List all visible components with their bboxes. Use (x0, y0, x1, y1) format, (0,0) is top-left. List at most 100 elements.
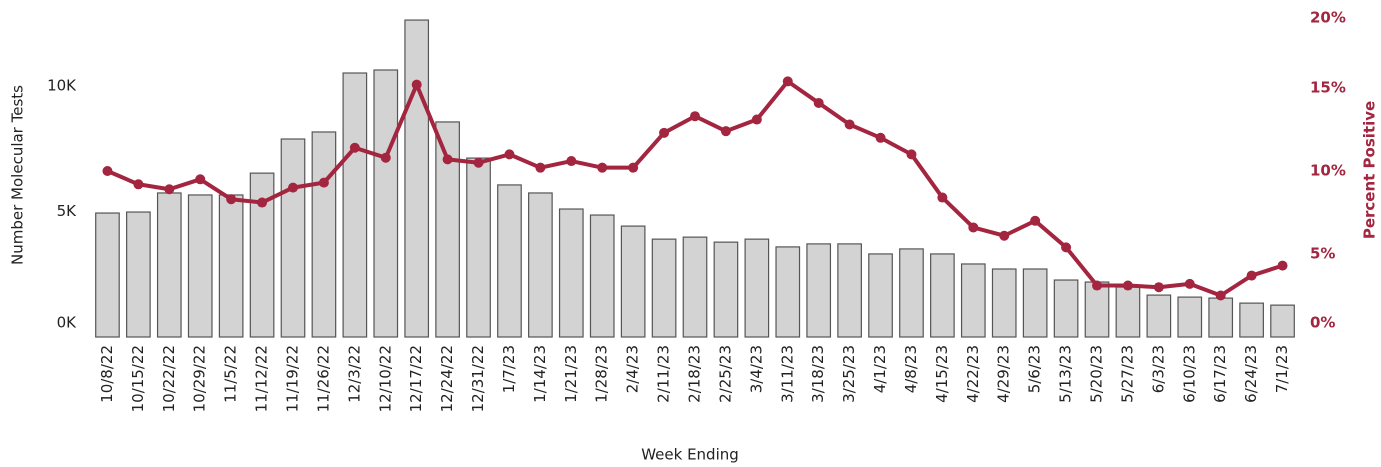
x-tick-label: 6/3/23 (1149, 345, 1167, 393)
x-tick-label: 3/18/23 (809, 345, 827, 403)
bar (1239, 302, 1264, 338)
bar (682, 236, 708, 338)
line-point (473, 157, 484, 168)
bar (528, 192, 553, 338)
line-point (813, 97, 824, 108)
x-tick-label: 10/22/22 (160, 345, 178, 412)
y-tick-label: 5K (57, 202, 78, 220)
line-point (380, 152, 391, 163)
x-tick-label: 5/13/23 (1057, 345, 1075, 403)
line-point (999, 230, 1010, 241)
line-point (257, 197, 268, 208)
x-tick-label: 4/29/23 (995, 345, 1013, 403)
bar (1022, 268, 1048, 338)
bar (187, 194, 213, 338)
x-tick-label: 1/7/23 (500, 345, 518, 393)
bar (249, 172, 275, 338)
x-tick-label: 1/21/23 (562, 345, 580, 403)
bar (775, 246, 801, 338)
x-tick-label: 5/27/23 (1118, 345, 1136, 403)
line-point (1277, 260, 1288, 271)
bar (497, 184, 522, 338)
x-tick-label: 2/11/23 (655, 345, 673, 403)
line-point (1246, 270, 1257, 281)
x-tick-label: 2/25/23 (716, 345, 734, 403)
x-tick-label: 6/10/23 (1180, 345, 1198, 403)
y2-tick-label: 10% (1310, 162, 1346, 180)
y2-tick-label: 0% (1310, 314, 1335, 332)
bar (156, 192, 182, 338)
x-tick-label: 3/25/23 (840, 345, 858, 403)
line-point (226, 194, 237, 205)
bar (744, 238, 770, 338)
bar (1146, 294, 1172, 338)
bar (960, 263, 986, 338)
line-point (1092, 280, 1102, 291)
line-point (690, 111, 700, 122)
line-point (659, 127, 670, 138)
bar (1177, 296, 1203, 338)
x-tick-label: 11/5/22 (222, 345, 240, 403)
x-tick-label: 12/10/22 (376, 345, 394, 412)
line-point (937, 192, 948, 203)
y2-axis-title: Percent Positive (1361, 101, 1379, 239)
bar (1053, 279, 1079, 338)
bar (311, 131, 337, 338)
line-point (504, 149, 515, 160)
bar (558, 208, 584, 338)
line-point (411, 79, 422, 90)
line-point (782, 76, 793, 87)
x-tick-label: 12/17/22 (407, 345, 425, 412)
x-tick-label: 10/15/22 (129, 345, 147, 412)
line-point (195, 174, 206, 185)
y2-tick-label: 5% (1310, 245, 1335, 263)
x-tick-label: 12/3/22 (345, 345, 363, 403)
x-tick-label: 11/26/22 (314, 345, 332, 412)
x-tick-label: 5/6/23 (1026, 345, 1044, 393)
line-point (1061, 242, 1072, 253)
x-tick-label: 5/20/23 (1088, 345, 1106, 403)
bar (713, 241, 739, 338)
x-tick-label: 12/24/22 (438, 345, 456, 412)
line-point (1122, 280, 1133, 291)
line-point (1184, 278, 1195, 289)
line-point (535, 162, 546, 173)
line-point (1153, 282, 1164, 293)
bar (126, 211, 151, 338)
line-point (597, 162, 608, 173)
line-point (1215, 290, 1226, 301)
bar (806, 243, 832, 338)
x-tick-label: 11/19/22 (284, 345, 302, 412)
x-tick-label: 6/17/23 (1211, 345, 1229, 403)
line-point (844, 119, 855, 130)
x-tick-label: 12/31/22 (469, 345, 487, 412)
bar (280, 138, 306, 338)
bar (930, 253, 955, 338)
line-point (288, 182, 298, 193)
line-point (102, 166, 113, 176)
line-point (566, 156, 577, 167)
line-point (751, 114, 762, 125)
line-point (875, 132, 886, 143)
x-axis-title: Week Ending (641, 446, 739, 464)
y-axis-title: Number Molecular Tests (9, 85, 27, 265)
x-tick-label: 6/24/23 (1242, 345, 1260, 403)
bar (218, 194, 244, 338)
y2-tick-label: 15% (1310, 79, 1346, 97)
bar (1208, 297, 1234, 338)
line-point (318, 177, 329, 188)
bar (342, 72, 368, 338)
bar (651, 238, 677, 338)
y2-tick-label: 20% (1310, 9, 1346, 27)
bar (373, 69, 399, 338)
x-tick-label: 1/28/23 (593, 345, 611, 403)
bar (1115, 286, 1141, 338)
bar (589, 214, 615, 338)
bar (435, 121, 460, 338)
x-tick-label: 1/14/23 (531, 345, 549, 403)
line-point (164, 184, 175, 195)
x-tick-label: 7/1/23 (1273, 345, 1291, 393)
x-tick-label: 3/11/23 (778, 345, 796, 403)
x-tick-label: 3/4/23 (747, 345, 765, 393)
